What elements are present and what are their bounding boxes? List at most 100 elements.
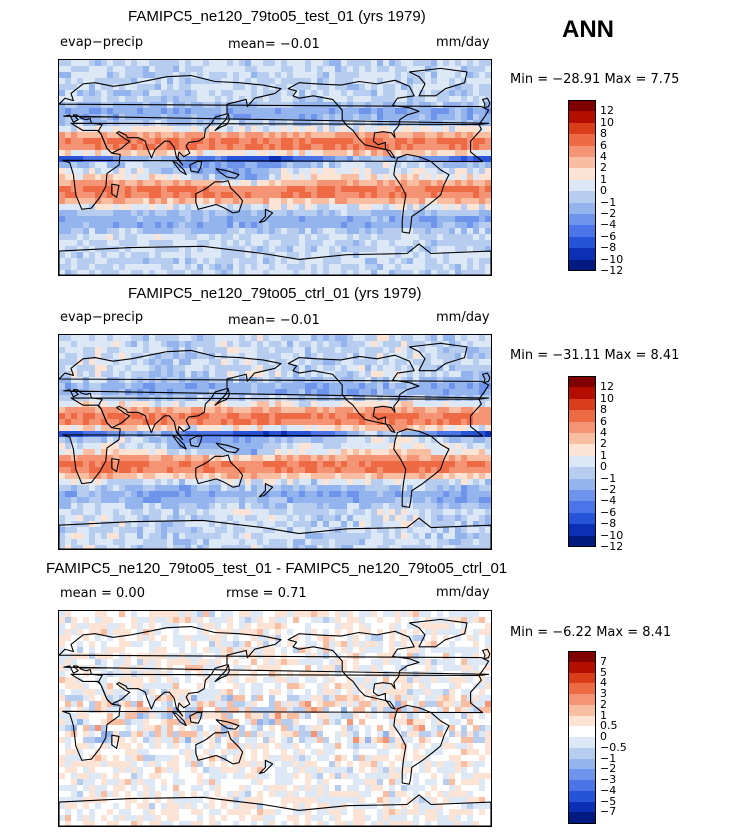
map-cell [149, 192, 156, 199]
map-cell [311, 66, 318, 73]
map-cell [263, 150, 270, 157]
map-cell [449, 90, 456, 97]
map-cell [83, 527, 90, 534]
map-cell [155, 132, 162, 139]
map-cell [299, 503, 306, 510]
map-cell [113, 509, 120, 516]
map-cell [245, 449, 252, 456]
map-cell [179, 108, 186, 115]
map-cell [167, 258, 174, 265]
map-cell [269, 419, 276, 426]
map-cell [407, 389, 414, 396]
map-cell [431, 126, 438, 133]
map-cell [71, 66, 78, 73]
map-cell [263, 72, 270, 79]
map-cell [299, 252, 306, 259]
map-cell [359, 150, 366, 157]
map-cell [71, 503, 78, 510]
map-cell [323, 371, 330, 378]
map-cell [365, 509, 372, 516]
map-cell [431, 389, 438, 396]
map-cell [155, 216, 162, 223]
map-cell [167, 473, 174, 480]
map-cell [245, 347, 252, 354]
map-cell [443, 258, 450, 265]
map-cell [335, 455, 342, 462]
map-cell [209, 198, 216, 205]
map-cell [467, 66, 474, 73]
map-cell [107, 132, 114, 139]
map-cell [413, 341, 420, 348]
map-cell [233, 383, 240, 390]
map-cell [365, 521, 372, 528]
map-cell [191, 186, 198, 193]
map-cell [335, 491, 342, 498]
map-cell [65, 455, 72, 462]
map-cell [275, 371, 282, 378]
map-cell [461, 497, 468, 504]
map-cell [233, 132, 240, 139]
map-cell [83, 222, 90, 229]
map-cell [341, 96, 348, 103]
map-cell [287, 156, 294, 163]
map-cell [443, 162, 450, 169]
map-cell [281, 353, 288, 360]
map-cell [437, 216, 444, 223]
map-cell [233, 180, 240, 187]
map-cell [149, 210, 156, 217]
map-cell [479, 521, 486, 528]
map-cell [473, 204, 480, 211]
map-cell [71, 132, 78, 139]
map-cell [59, 114, 66, 121]
map-cell [461, 216, 468, 223]
map-cell [119, 335, 126, 342]
map-cell [317, 401, 324, 408]
map-cell [473, 455, 480, 462]
map-cell [245, 228, 252, 235]
map-cell [257, 150, 264, 157]
map-cell [59, 389, 66, 396]
map-cell [203, 186, 210, 193]
map-cell [167, 449, 174, 456]
map-cell [71, 461, 78, 468]
map-cell [395, 491, 402, 498]
map-cell [143, 515, 150, 522]
map-cell [59, 138, 66, 145]
colorbar-tick-label: 12 [600, 104, 614, 118]
map-cell [455, 264, 462, 271]
map-cell [365, 425, 372, 432]
map-cell [71, 72, 78, 79]
map-cell [77, 174, 84, 181]
map-cell [449, 425, 456, 432]
map-cell [371, 395, 378, 402]
map-cell [281, 150, 288, 157]
map-cell [479, 198, 486, 205]
map-cell [143, 359, 150, 366]
map-cell [149, 383, 156, 390]
map-cell [119, 234, 126, 241]
map-cell [65, 383, 72, 390]
map-cell [83, 258, 90, 265]
map-cell [359, 126, 366, 133]
map-cell [101, 222, 108, 229]
map-cell [419, 497, 426, 504]
map-cell [281, 335, 288, 342]
map-cell [293, 216, 300, 223]
map-cell [401, 389, 408, 396]
map-cell [389, 174, 396, 181]
map-cell [161, 162, 168, 169]
map-cell [83, 473, 90, 480]
map-cell [83, 461, 90, 468]
map-cell [455, 509, 462, 516]
map-cell [197, 485, 204, 492]
map-cell [101, 162, 108, 169]
map-cell [461, 353, 468, 360]
map-cell [461, 509, 468, 516]
map-cell [359, 174, 366, 181]
map-cell [407, 168, 414, 175]
map-cell [323, 114, 330, 121]
map-cell [125, 479, 132, 486]
map-cell [221, 491, 228, 498]
map-cell [137, 371, 144, 378]
map-cell [137, 449, 144, 456]
